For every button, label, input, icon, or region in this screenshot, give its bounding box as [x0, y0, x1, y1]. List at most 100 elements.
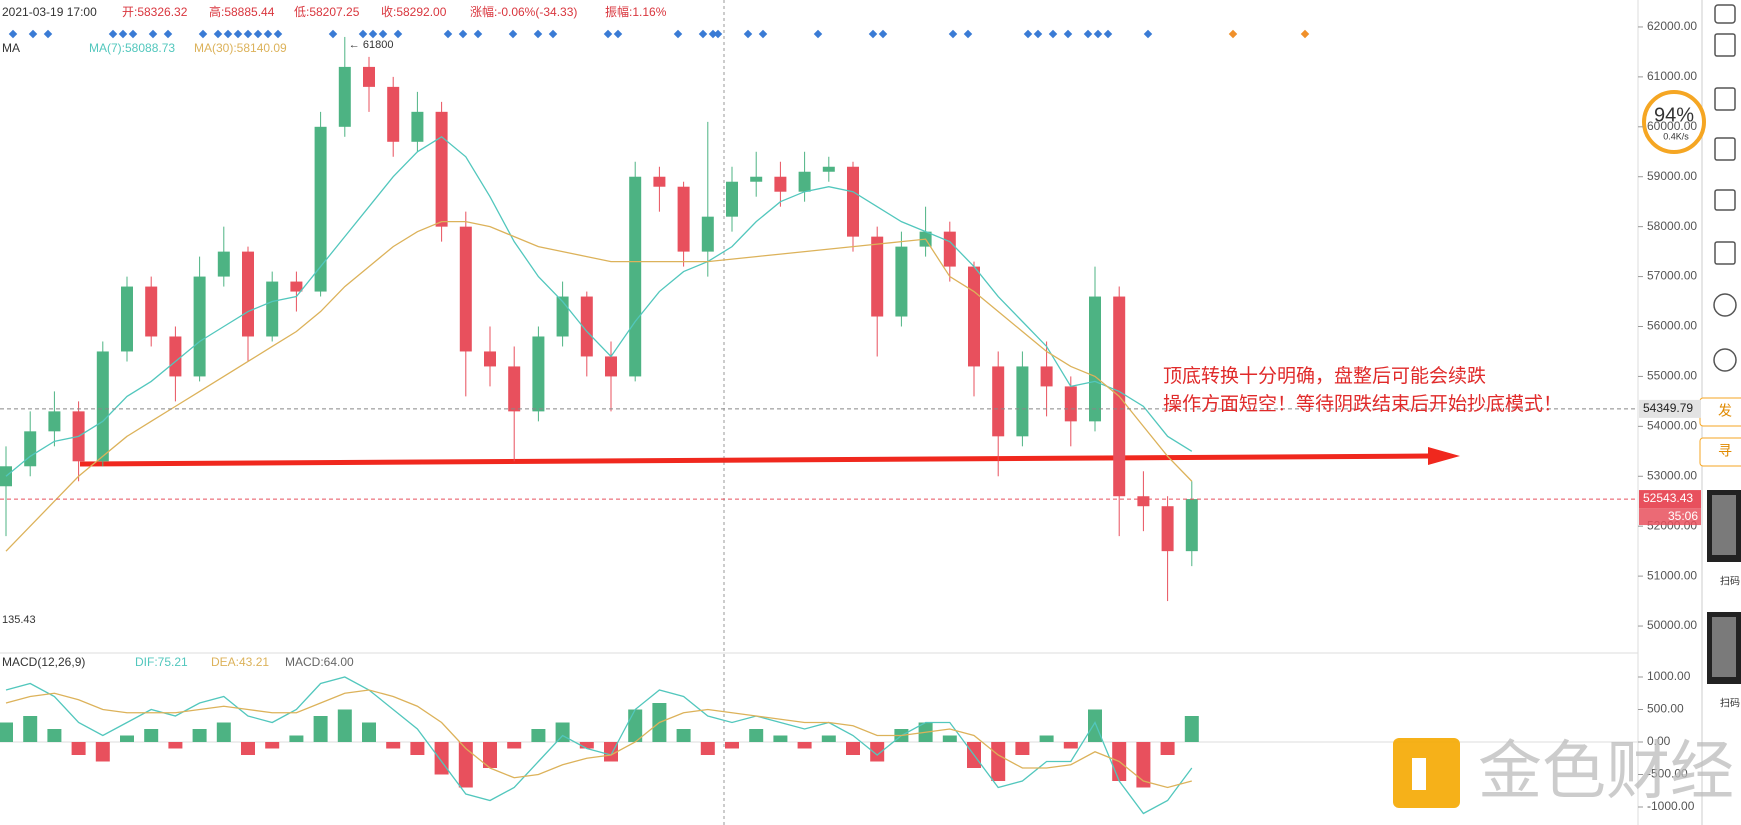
- low-label: 135.43: [2, 614, 36, 626]
- y-tick-label: 50000.00: [1647, 618, 1697, 632]
- legend-entry: MA(30):58140.09: [194, 41, 287, 55]
- macd-bar: [604, 742, 618, 762]
- macd-bar: [507, 742, 522, 749]
- candle-body: [895, 246, 908, 317]
- y-tick-label: 53000.00: [1647, 468, 1697, 482]
- qr-code: [1712, 617, 1736, 677]
- price-tag-label: 52543.43: [1643, 491, 1693, 505]
- y-tick-label: 60000.00: [1647, 119, 1697, 133]
- signal: [273, 29, 283, 39]
- macd-bar: [1184, 716, 1199, 742]
- macd-bar: [192, 729, 207, 742]
- candle-body: [943, 231, 956, 267]
- macd-bar: [531, 729, 546, 742]
- macd-bar: [700, 742, 715, 755]
- icon[interactable]: [1714, 4, 1736, 24]
- speed-rate: 0.4K/s: [1663, 131, 1689, 141]
- icon[interactable]: [1714, 33, 1736, 57]
- macd-bar: [265, 742, 280, 749]
- button-label[interactable]: 寻: [1718, 443, 1732, 459]
- y-tick-label: -1000.00: [1647, 799, 1695, 813]
- legend-title: MACD(12,26,9): [2, 655, 85, 669]
- macd-bar: [458, 742, 473, 788]
- speed-percent: 94%: [1654, 104, 1694, 126]
- macd-bar: [1160, 742, 1175, 755]
- candle-body: [411, 111, 424, 142]
- macd-bar: [144, 729, 159, 742]
- candle-body: [508, 366, 521, 412]
- candle-body: [387, 86, 400, 142]
- candle-body: [774, 176, 787, 192]
- candle-body: [363, 66, 375, 87]
- legend-entry: DIF:75.21: [135, 655, 188, 669]
- y-tick-label: 51000.00: [1647, 568, 1697, 582]
- speed-widget[interactable]: [1642, 90, 1706, 154]
- macd-bar: [773, 735, 788, 742]
- header-item: 开:58326.32: [122, 5, 188, 19]
- icon[interactable]: [1714, 87, 1736, 111]
- macd-bar: [797, 742, 812, 749]
- y-tick-label: 61000.00: [1647, 69, 1697, 83]
- macd-bar: [1039, 735, 1054, 742]
- y-tick-label: -500.00: [1647, 767, 1688, 781]
- macd-bar: [410, 742, 425, 755]
- qr-code: [1707, 490, 1741, 562]
- annotation: 操作方面短空！等待阴跌结束后开始抄底模式！: [1163, 393, 1562, 415]
- y-tick-label: 58000.00: [1647, 219, 1697, 233]
- icon[interactable]: [1714, 189, 1736, 211]
- macd-bar: [168, 742, 183, 749]
- y-tick-label: 500.00: [1647, 702, 1684, 716]
- countdown-tag: [1639, 508, 1701, 526]
- signal: [473, 29, 483, 39]
- macd-bar: [216, 722, 231, 742]
- candle-body: [266, 281, 279, 337]
- qr-caption: 扫码: [1720, 575, 1740, 588]
- icon[interactable]: [1714, 137, 1736, 161]
- candle-body: [1137, 496, 1150, 507]
- macd-bar: [95, 742, 110, 762]
- candle-body: [1040, 366, 1053, 387]
- icon[interactable]: [1713, 348, 1737, 372]
- macd-bar: [47, 729, 62, 742]
- icon[interactable]: [1714, 241, 1736, 265]
- button-label[interactable]: 发: [1718, 403, 1732, 419]
- y-tick-label: 0.00: [1647, 734, 1671, 748]
- candle-body: [1016, 366, 1029, 437]
- candle-body: [556, 296, 569, 337]
- macd-bar: [313, 716, 328, 742]
- legend-title: MA: [2, 41, 20, 55]
- candle-body: [145, 286, 158, 337]
- candle-body: [121, 286, 133, 352]
- signal: [328, 29, 338, 39]
- macd-bar: [337, 709, 352, 742]
- icon[interactable]: [1713, 293, 1737, 317]
- signal: [263, 29, 273, 39]
- macd-bar: [1015, 742, 1030, 755]
- y-tick-label: 59000.00: [1647, 169, 1697, 183]
- macd-line: [5, 689, 1192, 789]
- candle-body: [242, 251, 254, 337]
- macd-bar: [846, 742, 860, 755]
- macd-bar: [0, 722, 13, 742]
- candle-body: [605, 356, 617, 377]
- legend-entry: MACD:64.00: [285, 655, 354, 669]
- candle-body: [871, 236, 884, 317]
- price-tag: [1639, 399, 1701, 418]
- candle-body: [822, 166, 835, 172]
- macd-bar: [362, 722, 376, 742]
- header-item: 2021-03-19 17:00: [2, 5, 97, 19]
- candle-body: [314, 126, 327, 292]
- macd-bar: [120, 735, 134, 742]
- qr-code: [1712, 495, 1736, 555]
- signal: [458, 29, 468, 39]
- ma-line: [5, 221, 1193, 552]
- arrow: [79, 453, 1431, 467]
- macd-bar: [1136, 742, 1151, 788]
- macd-bar: [241, 742, 255, 755]
- watermark-logo: [1412, 758, 1426, 790]
- macd-bar: [289, 735, 304, 742]
- button[interactable]: [1699, 437, 1741, 467]
- macd-bar: [23, 716, 38, 742]
- header-item: 低:58207.25: [294, 5, 360, 19]
- candle-body: [484, 351, 496, 367]
